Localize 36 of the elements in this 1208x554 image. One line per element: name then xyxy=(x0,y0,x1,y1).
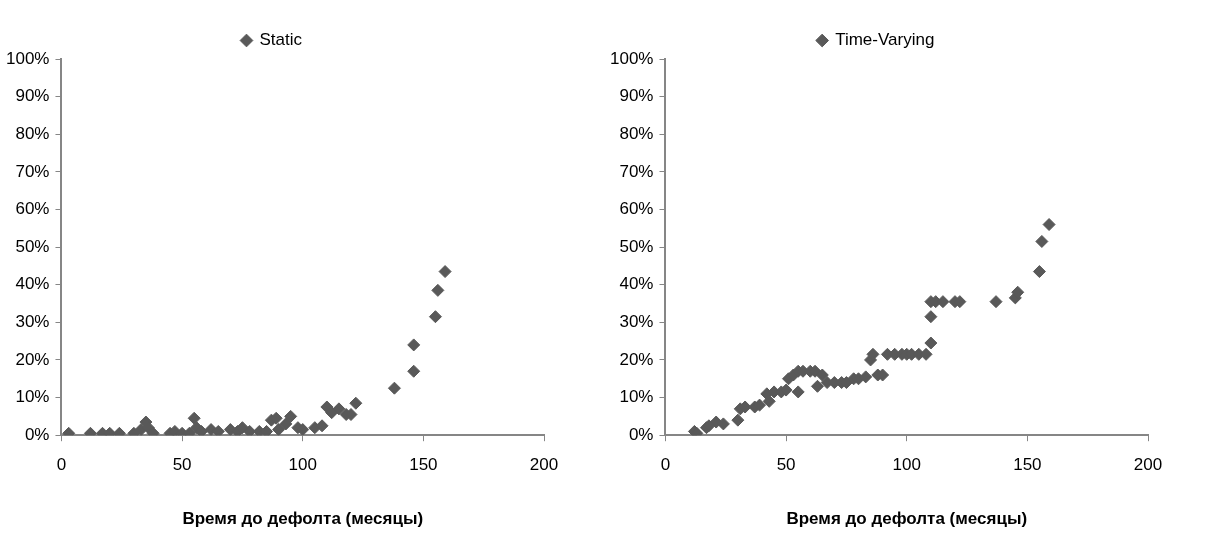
x-tick-label: 150 xyxy=(1013,455,1042,475)
y-tick-label: 30% xyxy=(15,312,50,332)
x-tick-label: 150 xyxy=(409,455,438,475)
y-tick-label: 80% xyxy=(15,123,50,143)
x-tick-label: 200 xyxy=(529,455,559,475)
x-tick-label: 200 xyxy=(1133,455,1163,475)
y-tick-label: 50% xyxy=(619,236,654,256)
x-tick-label: 100 xyxy=(892,455,921,475)
x-tick-label: 0 xyxy=(660,455,671,475)
y-tick-label: 90% xyxy=(15,86,50,106)
y-tick-label: 20% xyxy=(619,349,654,369)
y-tick-label: 70% xyxy=(619,161,654,181)
y-tick-label: 0% xyxy=(24,424,50,444)
y-tick-label: 100% xyxy=(6,48,50,68)
y-tick-label: 60% xyxy=(619,199,654,219)
y-tick-label: 90% xyxy=(619,86,654,106)
y-tick-label: 30% xyxy=(619,312,654,332)
legend-label: Static xyxy=(259,30,303,50)
x-axis-title: Время до дефолта (месяцы) xyxy=(182,509,424,529)
x-tick-label: 0 xyxy=(56,455,67,475)
y-tick-label: 50% xyxy=(15,236,50,256)
x-tick-label: 50 xyxy=(172,455,192,475)
y-tick-label: 10% xyxy=(619,387,654,407)
y-tick-label: 10% xyxy=(15,387,50,407)
y-tick-label: 40% xyxy=(619,274,654,294)
y-tick-label: 60% xyxy=(15,199,50,219)
legend-label: Time-Varying xyxy=(835,30,935,50)
y-tick-label: 0% xyxy=(628,424,654,444)
y-tick-label: 40% xyxy=(15,274,50,294)
y-tick-label: 100% xyxy=(610,48,654,68)
y-tick-label: 20% xyxy=(15,349,50,369)
x-tick-label: 100 xyxy=(288,455,317,475)
x-tick-label: 50 xyxy=(776,455,796,475)
y-tick-label: 80% xyxy=(619,123,654,143)
x-axis-title: Время до дефолта (месяцы) xyxy=(786,509,1028,529)
y-tick-label: 70% xyxy=(15,161,50,181)
